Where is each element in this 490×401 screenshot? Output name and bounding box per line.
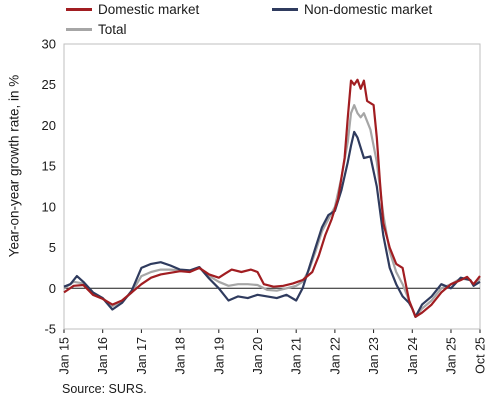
y-tick-label: 0 (49, 281, 56, 296)
y-axis-label-text: Year-on-year growth rate, in % (6, 74, 22, 258)
legend-swatch-non-domestic (272, 8, 298, 11)
series-line-non-domestic-market (63, 130, 481, 318)
y-tick-label: 25 (42, 77, 56, 92)
series-line-total (63, 103, 481, 318)
x-tick-label: Jan 18 (174, 337, 188, 375)
legend-swatch-total (66, 28, 92, 31)
x-tick-label: Jan 22 (328, 337, 342, 375)
legend-item-non-domestic: Non-domestic market (272, 2, 432, 17)
series-lines (63, 78, 481, 318)
y-tick-label: 5 (49, 240, 56, 255)
y-tick-label: 20 (42, 118, 56, 133)
legend-label-total: Total (98, 22, 127, 37)
source-note: Source: SURS. (62, 382, 147, 396)
x-tick-label: Jan 17 (135, 337, 149, 375)
y-tick-label: 10 (42, 199, 56, 214)
x-tick-label: Oct 25 (474, 337, 488, 374)
x-tick-label: Jan 20 (251, 337, 265, 375)
y-tick-label: 30 (42, 37, 56, 52)
legend-swatch-domestic (66, 8, 92, 11)
y-tick-label: -5 (44, 322, 56, 337)
y-axis-ticks: -5 0 5 10 15 20 25 30 (42, 37, 56, 337)
plot-frame (63, 43, 481, 330)
legend-item-total: Total (66, 22, 127, 37)
legend-item-domestic: Domestic market (66, 2, 199, 17)
x-tick-label: Jan 24 (406, 337, 420, 375)
x-tick-label: Jan 21 (290, 337, 304, 375)
y-tick-label: 15 (42, 159, 56, 174)
x-tick-label: Jan 16 (96, 337, 110, 375)
legend-label-domestic: Domestic market (98, 2, 200, 17)
x-tick-label: Jan 25 (444, 337, 458, 375)
x-tick-label: Jan 15 (58, 337, 72, 375)
x-tick-label: Jan 23 (367, 337, 381, 375)
x-tick-label: Jan 19 (212, 337, 226, 375)
series-line-domestic-market (63, 78, 481, 318)
legend-label-non-domestic: Non-domestic market (304, 2, 433, 17)
x-axis-ticks: Jan 15 Jan 16 Jan 17 Jan 18 Jan 19 Jan 20 Jan … (58, 329, 488, 375)
